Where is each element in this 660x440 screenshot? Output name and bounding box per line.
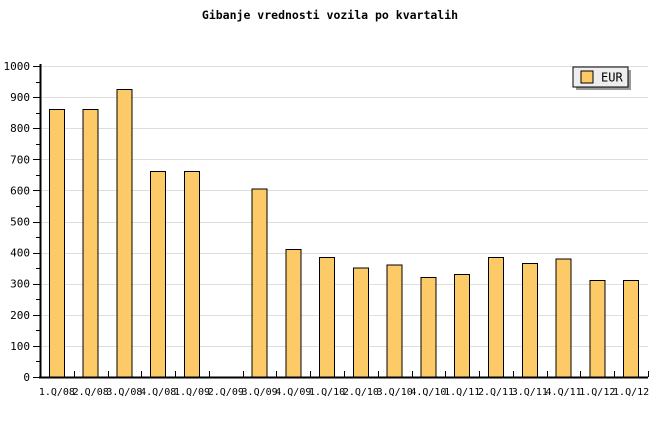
- x-tick-label: 2.Q/08: [73, 387, 109, 398]
- x-tick-label: 3.Q/08: [106, 387, 142, 398]
- x-tick-label: 3.Q/09: [242, 387, 278, 398]
- y-tick-label: 300: [10, 278, 30, 291]
- bar: [116, 88, 133, 378]
- x-tick-label: 4.Q/08: [140, 387, 176, 398]
- y-tick-label: 600: [10, 184, 30, 197]
- y-tick-label: 700: [10, 153, 30, 166]
- bar: [555, 258, 572, 378]
- y-tick-label: 500: [10, 216, 30, 229]
- bars: [48, 88, 640, 378]
- x-tick-label: 4.Q/11: [546, 387, 582, 398]
- bar: [521, 263, 538, 378]
- x-tick-label: 1.Q/12: [613, 387, 649, 398]
- chart-title: Gibanje vrednosti vozila po kvartalih: [202, 8, 458, 22]
- bar: [352, 267, 369, 378]
- x-tick-label: 1.Q/12: [579, 387, 615, 398]
- bar: [589, 280, 606, 378]
- axis-labels: 010020030040050060070080090010001.Q/082.…: [4, 60, 650, 398]
- x-tick-label: 2.Q/11: [478, 387, 514, 398]
- y-tick-label: 400: [10, 247, 30, 260]
- x-tick-label: 3.Q/10: [377, 387, 413, 398]
- axes: [33, 64, 649, 379]
- x-tick-label: 1.Q/08: [39, 387, 75, 398]
- y-tick-label: 800: [10, 122, 30, 135]
- bar: [319, 256, 336, 378]
- x-tick-label: 2.Q/10: [343, 387, 379, 398]
- bar: [488, 256, 504, 378]
- legend-swatch-eur-icon: [580, 70, 594, 84]
- x-tick-label: 1.Q/10: [309, 387, 345, 398]
- bar: [251, 188, 268, 378]
- y-tick-label: 900: [10, 91, 30, 104]
- bar: [386, 264, 403, 378]
- x-tick-label: 1.Q/09: [174, 387, 210, 398]
- gridlines: [40, 66, 648, 347]
- bar: [454, 273, 471, 378]
- bar: [150, 171, 167, 378]
- legend: EUR: [572, 66, 631, 90]
- bar: [82, 109, 99, 378]
- x-tick-label: 2.Q/09: [208, 387, 244, 398]
- x-tick-label: 4.Q/09: [275, 387, 311, 398]
- legend-label: EUR: [601, 71, 623, 85]
- y-tick-label: 0: [23, 371, 30, 384]
- x-tick-label: 3.Q/11: [512, 387, 548, 398]
- bar: [420, 277, 437, 378]
- y-tick-label: 200: [10, 309, 30, 322]
- x-tick-label: 4.Q/10: [410, 387, 446, 398]
- y-tick-label: 100: [10, 340, 30, 353]
- bar: [184, 171, 200, 378]
- bar: [623, 280, 640, 378]
- bar: [285, 249, 302, 378]
- bar: [48, 109, 65, 378]
- y-tick-label: 1000: [4, 60, 31, 73]
- x-tick-label: 1.Q/11: [444, 387, 480, 398]
